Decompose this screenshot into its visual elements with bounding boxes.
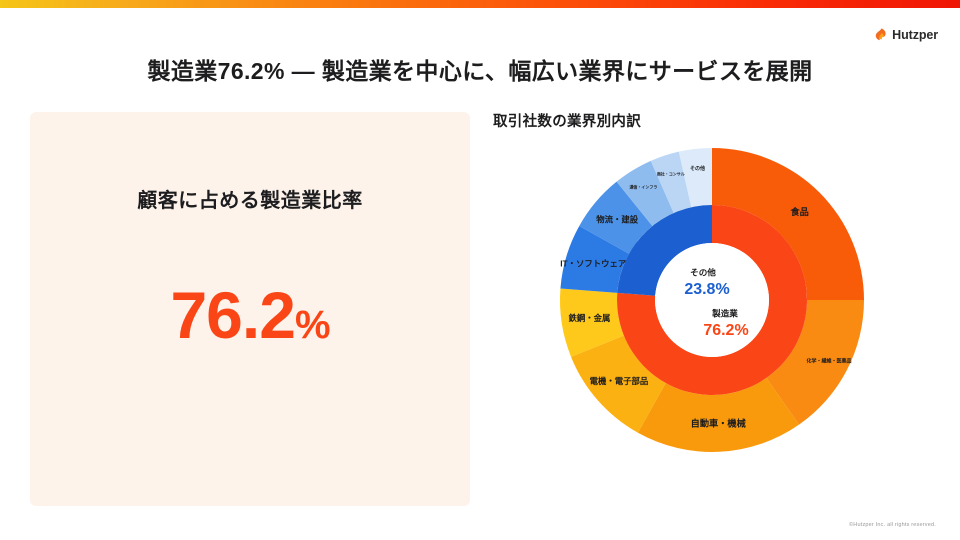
flame-icon [875, 28, 886, 41]
center-manufacturing-value: 76.2% [703, 322, 748, 339]
industry-donut-chart: 食品化学・繊維・医薬品自動車・機械 電機・電子部品 鉄鋼・金属 IT・ソフトウェア 物流… [520, 132, 904, 472]
center-other-value: 23.8% [684, 281, 729, 298]
logo-text: Hutzper [892, 27, 938, 42]
copyright-text: ©Hutzper Inc. all rights reserved. [849, 522, 936, 528]
donut-slice[interactable] [637, 377, 800, 452]
donut-slice[interactable] [712, 148, 864, 300]
donut-slice[interactable] [560, 288, 624, 357]
stat-panel: 顧客に占める製造業比率 76.2% [30, 112, 470, 506]
donut-slice-label: 自動車・機械 [691, 417, 747, 428]
outer-ring-group [560, 148, 864, 452]
donut-slice-label: 物流・建設 [596, 214, 638, 224]
donut-slice-label: 商社・コンサル [657, 171, 685, 177]
page-title: 製造業76.2% ― 製造業を中心に、幅広い業界にサービスを展開 [147, 58, 813, 84]
donut-slice-label: その他 [690, 165, 705, 172]
donut-slice[interactable] [579, 181, 653, 254]
donut-slice[interactable] [560, 225, 630, 293]
donut-slice-label: 化学・繊維・医薬品 [807, 357, 852, 364]
top-accent-bar [0, 0, 960, 8]
donut-slice[interactable] [571, 335, 666, 433]
donut-slice-label: 食品 [789, 206, 808, 217]
stat-panel-title: 顧客に占める製造業比率 [137, 190, 363, 212]
donut-inner-slice[interactable] [617, 205, 807, 395]
donut-slice[interactable] [650, 151, 692, 214]
center-other-label: その他 [690, 266, 716, 277]
stat-panel-value: 76.2% [30, 282, 470, 348]
stat-value-number: 76.2 [170, 278, 295, 352]
brand-logo: Hutzper [875, 28, 938, 42]
donut-slice[interactable] [678, 148, 712, 208]
inner-ring-group [617, 205, 807, 395]
center-manufacturing-label: 製造業 [711, 307, 738, 318]
donut-slice[interactable] [766, 300, 864, 425]
donut-slice[interactable] [616, 160, 674, 227]
donut-slice-label: 通信・インフラ [629, 183, 657, 189]
donut-slice-label: IT・ソフトウェア [560, 259, 627, 269]
donut-hole [655, 243, 769, 357]
chart-title: 取引社数の業界別内訳 [493, 114, 641, 130]
donut-slice-label: 鉄鋼・金属 [569, 313, 611, 323]
stat-value-unit: % [294, 303, 331, 347]
donut-slice-label: 電機・電子部品 [590, 376, 649, 386]
donut-inner-slice[interactable] [617, 205, 712, 296]
